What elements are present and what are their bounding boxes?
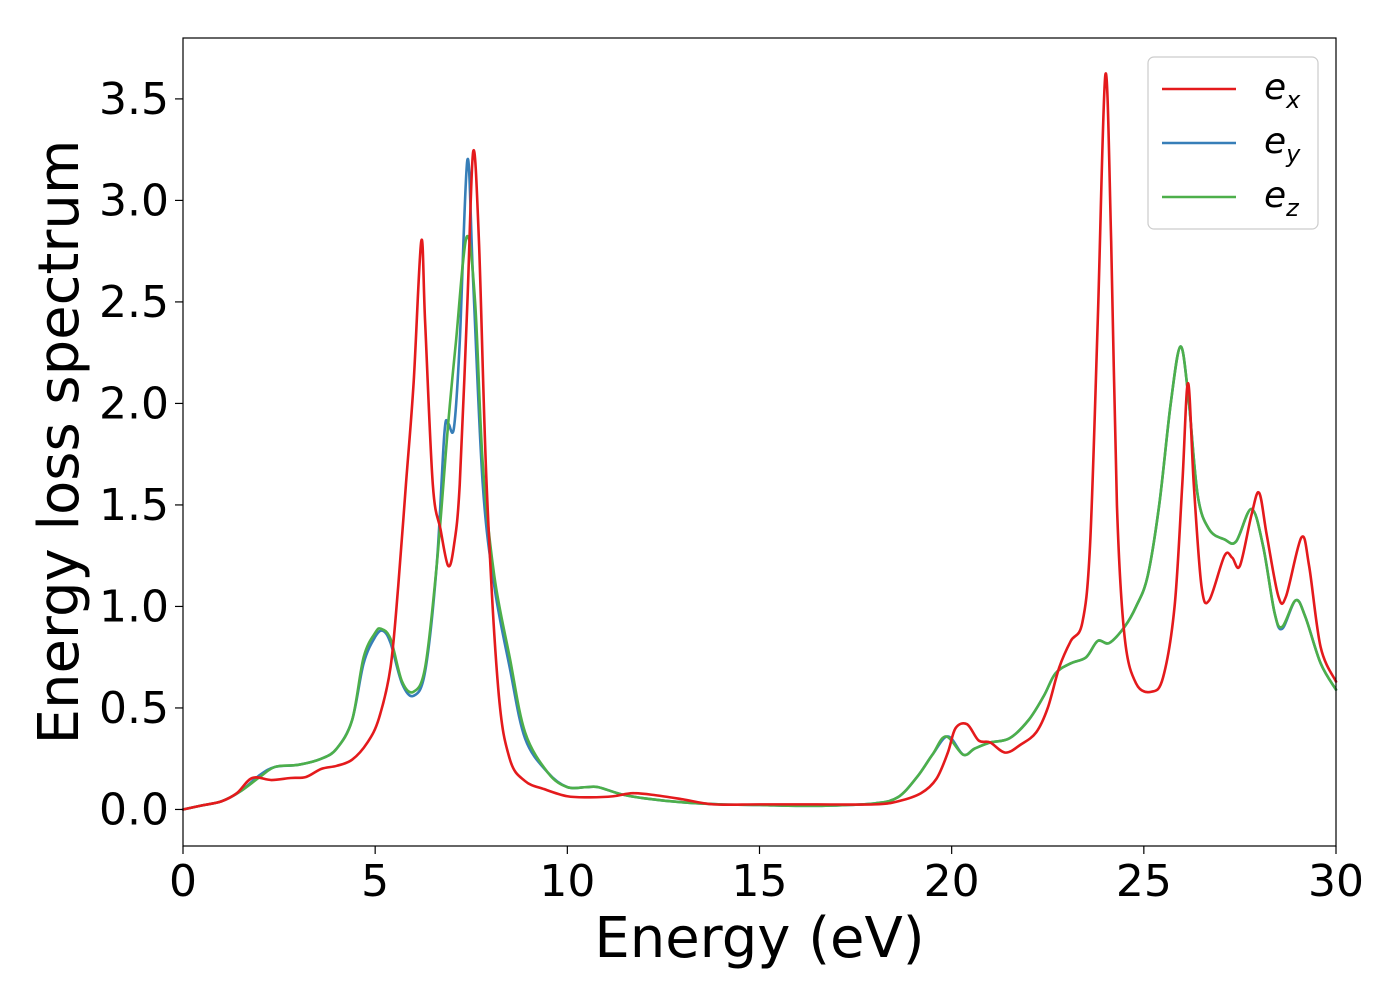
y-tick-label: 3.0 — [99, 175, 169, 226]
x-tick-label: 10 — [539, 856, 595, 907]
y-tick-label: 1.0 — [99, 581, 169, 632]
x-tick-label: 5 — [361, 856, 389, 907]
x-tick-label: 15 — [732, 856, 788, 907]
x-axis-ticks: 0 5 10 15 20 25 30 — [169, 846, 1364, 907]
x-tick-label: 30 — [1308, 856, 1364, 907]
y-tick-label: 1.5 — [99, 480, 169, 531]
y-tick-label: 0.5 — [99, 683, 169, 734]
x-tick-label: 0 — [169, 856, 197, 907]
y-tick-label: 0.0 — [99, 784, 169, 835]
plot-frame — [182, 37, 1337, 847]
y-tick-label: 2.0 — [99, 378, 169, 429]
x-tick-label: 20 — [924, 856, 980, 907]
series-layer — [181, 72, 1338, 811]
y-tick-label: 2.5 — [99, 277, 169, 328]
x-tick-label: 25 — [1116, 856, 1172, 907]
y-axis-label: Energy loss spectrum — [27, 140, 92, 745]
y-tick-label: 3.5 — [99, 74, 169, 125]
y-axis-ticks: 0.0 0.5 1.0 1.5 2.0 2.5 3.0 3.5 — [99, 74, 183, 835]
x-axis-label: Energy (eV) — [594, 906, 924, 971]
series-line-e-x — [181, 72, 1338, 811]
